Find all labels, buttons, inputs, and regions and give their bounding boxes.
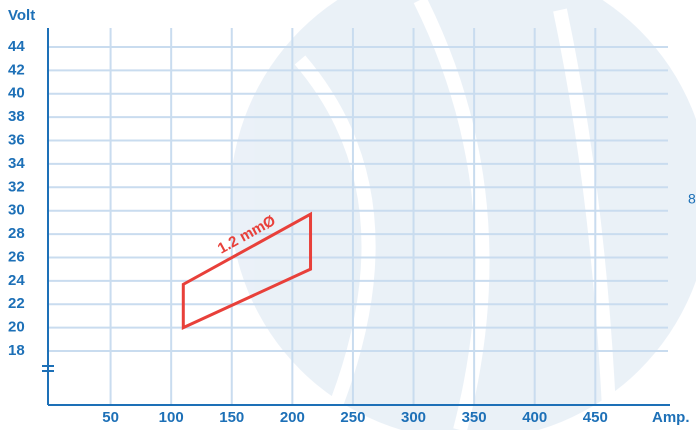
- x-tick-label: 400: [522, 409, 547, 426]
- y-tick-label: 20: [8, 319, 25, 336]
- y-tick-label: 44: [8, 38, 25, 55]
- x-tick-label: 50: [102, 409, 119, 426]
- x-tick-label: 450: [583, 409, 608, 426]
- y-tick-label: 24: [8, 272, 25, 289]
- y-tick-label: 38: [8, 108, 25, 125]
- x-tick-label: 350: [462, 409, 487, 426]
- y-tick-label: 18: [8, 342, 25, 359]
- y-tick-label: 22: [8, 295, 25, 312]
- x-tick-label: 100: [159, 409, 184, 426]
- globe-watermark: [230, 0, 696, 430]
- annotation: 8: [688, 191, 696, 207]
- y-tick-label: 34: [8, 155, 25, 172]
- y-tick-label: 32: [8, 178, 25, 195]
- x-tick-label: 250: [340, 409, 365, 426]
- parameter-range: [181, 211, 313, 330]
- y-tick-label: 28: [8, 225, 25, 242]
- y-tick-label: 40: [8, 85, 25, 102]
- y-tick-label: 36: [8, 132, 25, 149]
- y-tick-label: 30: [8, 202, 25, 219]
- x-axis-label: Amp.: [652, 409, 690, 426]
- y-axis-label: Volt: [8, 7, 35, 24]
- x-tick-label: 150: [219, 409, 244, 426]
- x-tick-label: 200: [280, 409, 305, 426]
- x-tick-label: 300: [401, 409, 426, 426]
- y-tick-label: 26: [8, 248, 25, 265]
- y-tick-label: 42: [8, 61, 25, 78]
